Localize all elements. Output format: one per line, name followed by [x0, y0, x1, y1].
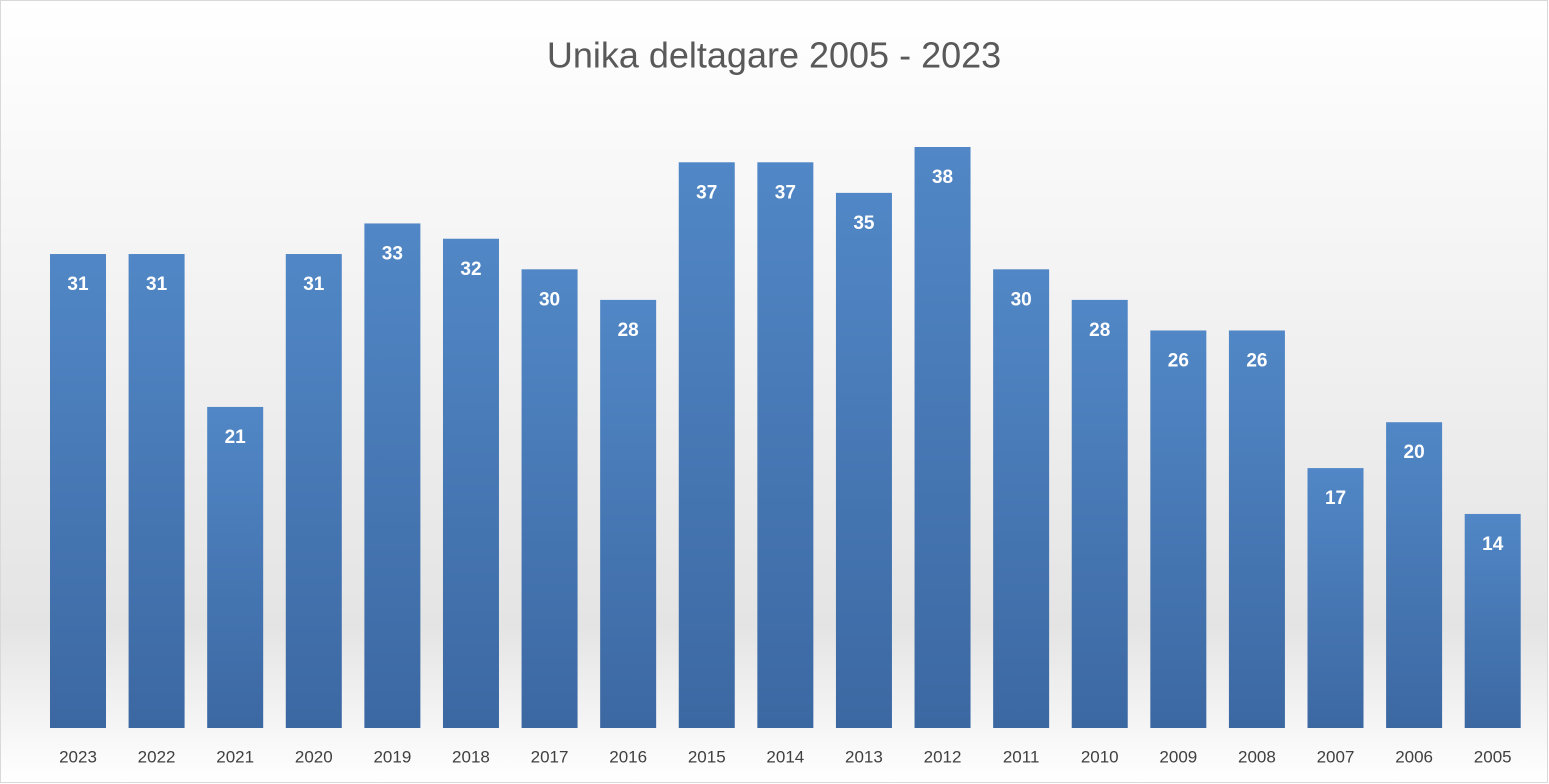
bar [1307, 468, 1364, 728]
x-tick-label: 2009 [1159, 747, 1197, 766]
value-label: 30 [539, 289, 560, 310]
x-tick-label: 2015 [688, 747, 726, 766]
value-label: 31 [67, 274, 89, 295]
x-tick-label: 2016 [609, 747, 647, 766]
value-label: 28 [1089, 320, 1110, 341]
x-tick-label: 2018 [452, 747, 490, 766]
x-tick-label: 2023 [59, 747, 97, 766]
bar [207, 406, 264, 728]
value-label: 17 [1325, 488, 1346, 509]
bar [600, 299, 657, 728]
x-tick-label: 2017 [531, 747, 569, 766]
x-tick-label: 2006 [1395, 747, 1433, 766]
value-label: 26 [1246, 350, 1267, 371]
bar [914, 147, 971, 728]
bar [521, 269, 578, 728]
value-label: 28 [618, 320, 639, 341]
bar [1228, 330, 1285, 728]
bar [757, 162, 814, 728]
value-label: 32 [460, 259, 481, 280]
value-label: 26 [1168, 350, 1189, 371]
bar [442, 238, 499, 728]
x-tick-label: 2012 [924, 747, 962, 766]
value-label: 30 [1011, 289, 1032, 310]
x-tick-label: 2020 [295, 747, 333, 766]
value-label: 20 [1404, 442, 1425, 463]
chart-title: Unika deltagare 2005 - 2023 [547, 35, 1001, 76]
x-tick-label: 2008 [1238, 747, 1276, 766]
value-label: 38 [932, 167, 953, 188]
bar [678, 162, 735, 728]
x-tick-label: 2007 [1317, 747, 1355, 766]
bar [49, 254, 106, 729]
x-tick-label: 2022 [138, 747, 176, 766]
x-tick-label: 2010 [1081, 747, 1119, 766]
value-label: 21 [225, 427, 247, 448]
bar [1386, 422, 1443, 728]
bar [364, 223, 421, 728]
x-tick-label: 2014 [766, 747, 804, 766]
value-label: 31 [303, 274, 325, 295]
bar [1150, 330, 1207, 728]
value-label: 37 [696, 182, 717, 203]
value-label: 33 [382, 243, 403, 264]
bar [285, 254, 342, 729]
value-label: 14 [1482, 534, 1504, 555]
value-label: 35 [853, 213, 875, 234]
x-tick-label: 2013 [845, 747, 883, 766]
bar [128, 254, 185, 729]
bar [993, 269, 1050, 728]
value-label: 37 [775, 182, 796, 203]
x-tick-label: 2021 [216, 747, 254, 766]
x-tick-label: 2011 [1003, 747, 1040, 766]
x-tick-label: 2019 [373, 747, 411, 766]
bar [835, 192, 892, 729]
bar [1071, 299, 1128, 728]
value-label: 31 [146, 274, 168, 295]
x-tick-label: 2005 [1474, 747, 1512, 766]
bar [1464, 513, 1521, 728]
